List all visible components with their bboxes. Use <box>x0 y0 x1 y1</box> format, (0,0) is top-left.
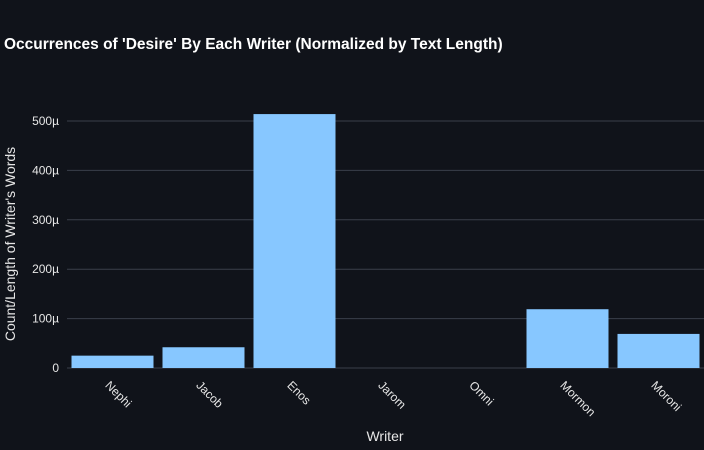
bar-mormon[interactable] <box>526 309 609 368</box>
bars <box>71 114 700 368</box>
bar-moroni[interactable] <box>617 333 700 368</box>
x-axis-title: Writer <box>366 428 403 444</box>
x-tick-label: Jacob <box>193 378 226 411</box>
x-tick-label: Mormon <box>557 378 598 419</box>
y-axis-title: Count/Length of Writer's Words <box>2 147 18 341</box>
y-tick-label: 300µ <box>32 213 59 227</box>
x-tick-label: Nephi <box>102 378 134 410</box>
bar-enos[interactable] <box>253 114 336 368</box>
y-tick-label: 0 <box>52 361 59 375</box>
x-tick-label: Jarom <box>375 378 408 411</box>
chart-title: Occurrences of 'Desire' By Each Writer (… <box>4 36 503 53</box>
y-tick-label: 100µ <box>32 312 59 326</box>
y-tick-labels: 0 100µ 200µ 300µ 400µ 500µ <box>32 114 59 375</box>
bar-nephi[interactable] <box>71 355 154 368</box>
x-tick-label: Omni <box>466 378 496 408</box>
x-tick-label: Moroni <box>648 378 684 414</box>
y-tick-label: 200µ <box>32 262 59 276</box>
y-tick-label: 400µ <box>32 163 59 177</box>
y-tick-label: 500µ <box>32 114 59 128</box>
x-tick-labels: Nephi Jacob Enos Jarom Omni Mormon Moroni <box>102 378 684 419</box>
x-tick-label: Enos <box>284 378 313 407</box>
bar-jacob[interactable] <box>162 347 245 368</box>
